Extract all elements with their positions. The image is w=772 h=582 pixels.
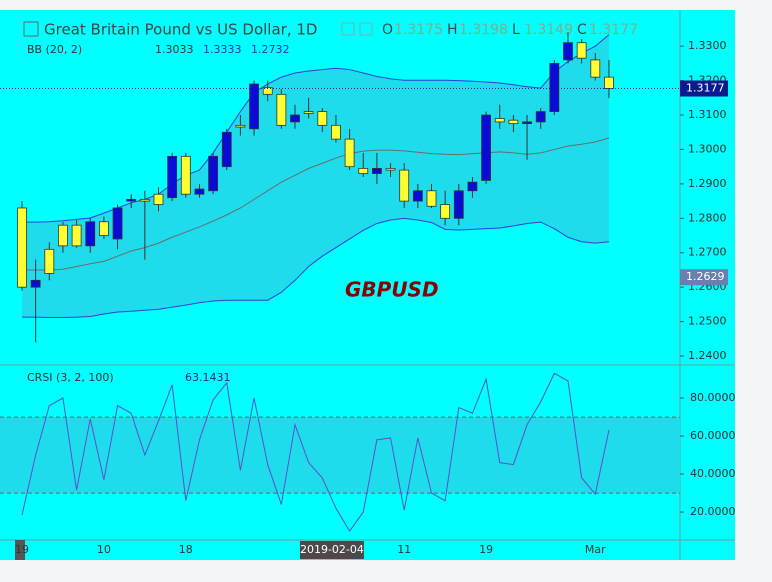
ohlc-value: 1.3198 bbox=[459, 22, 508, 38]
corner-marker bbox=[15, 540, 25, 560]
candle-body bbox=[604, 76, 614, 89]
marker-box bbox=[680, 269, 728, 286]
candle-body bbox=[290, 114, 300, 123]
candle-body bbox=[167, 155, 178, 199]
candle-body bbox=[139, 198, 150, 202]
candle-body bbox=[535, 111, 546, 123]
y-tick-label: 1.2800 bbox=[688, 211, 727, 224]
y-tick-label: 60.0000 bbox=[690, 429, 736, 442]
candle-body bbox=[331, 124, 341, 140]
band-fill bbox=[22, 34, 609, 318]
candle-body bbox=[17, 207, 27, 288]
y-tick-label: 1.2500 bbox=[688, 315, 727, 328]
x-tick-label: 19 bbox=[479, 543, 493, 556]
candle-body bbox=[399, 169, 410, 202]
candle-body bbox=[481, 114, 492, 181]
candle-body bbox=[262, 87, 273, 95]
indicator-value: 1.3033 bbox=[155, 43, 194, 56]
x-tick-label: 10 bbox=[97, 543, 111, 556]
y-tick-label: 1.2400 bbox=[688, 349, 727, 362]
y-tick-label: 40.0000 bbox=[690, 467, 736, 480]
y-tick-label: 20.0000 bbox=[690, 505, 736, 518]
candle-body bbox=[412, 190, 423, 202]
ohlc-label: H bbox=[447, 22, 458, 38]
candle-body bbox=[221, 131, 232, 168]
candle-body bbox=[358, 167, 369, 174]
icon bbox=[359, 22, 373, 36]
x-tick-label: 2019-02-04 bbox=[300, 543, 364, 556]
candle-body bbox=[317, 111, 328, 126]
candle-body bbox=[453, 190, 464, 219]
candle-body bbox=[508, 119, 519, 125]
candle-body bbox=[85, 221, 96, 247]
ohlc-label: L bbox=[512, 22, 520, 38]
indicator-value: 1.3333 bbox=[203, 43, 242, 56]
candle-body bbox=[276, 93, 287, 126]
indicator-value: 63.1431 bbox=[185, 371, 231, 384]
candle-body bbox=[426, 190, 437, 207]
y-tick-label: 1.3000 bbox=[688, 142, 727, 155]
candle-body bbox=[576, 42, 587, 59]
candle-body bbox=[385, 167, 396, 171]
candle-body bbox=[235, 124, 246, 128]
bb-lower bbox=[22, 217, 610, 318]
candle-body bbox=[58, 224, 68, 247]
candle-body bbox=[30, 279, 41, 288]
candle-body bbox=[249, 83, 259, 130]
ohlc-value: 1.3177 bbox=[589, 22, 638, 38]
ohlc-value: 1.3149 bbox=[524, 22, 573, 38]
price-label: 1.3177 bbox=[686, 82, 725, 95]
candle-body bbox=[194, 188, 205, 195]
rsi-line bbox=[21, 372, 610, 532]
x-tick-label: 19 bbox=[15, 543, 29, 556]
bb-upper bbox=[22, 34, 610, 223]
x-tick-label: Mar bbox=[585, 543, 606, 556]
candle-body bbox=[99, 221, 109, 236]
watermark: GBPUSD bbox=[345, 278, 439, 302]
x-tick-label: 11 bbox=[397, 543, 411, 556]
indicator-title: CRSI (3, 2, 100) bbox=[27, 371, 114, 384]
candle-body bbox=[208, 155, 219, 192]
candle-body bbox=[371, 167, 382, 174]
candle-body bbox=[126, 198, 137, 202]
bb-basis bbox=[22, 137, 610, 271]
symbol-icon bbox=[23, 21, 39, 37]
x-tick-label: 18 bbox=[179, 543, 193, 556]
candle-body bbox=[522, 121, 532, 125]
candle-body bbox=[344, 138, 355, 168]
y-tick-label: 1.2900 bbox=[688, 177, 727, 190]
candle-body bbox=[112, 207, 123, 240]
price-box bbox=[680, 80, 728, 97]
indicator-value: 1.2732 bbox=[251, 43, 290, 56]
ohlc-label: C bbox=[577, 22, 587, 38]
marker-label: 1.2629 bbox=[686, 270, 725, 283]
candle-body bbox=[440, 204, 451, 219]
indicator-title: BB (20, 2) bbox=[27, 43, 82, 56]
y-tick-label: 1.3100 bbox=[688, 108, 727, 121]
candle-body bbox=[590, 59, 601, 78]
candle-body bbox=[549, 62, 560, 112]
y-tick-label: 80.0000 bbox=[690, 391, 736, 404]
candle-body bbox=[180, 155, 191, 195]
candle-body bbox=[71, 224, 82, 247]
y-tick-label: 1.3300 bbox=[688, 39, 727, 52]
candle-body bbox=[153, 193, 164, 205]
candle-body bbox=[303, 111, 314, 114]
icon bbox=[341, 22, 355, 36]
ohlc-value: 1.3175 bbox=[394, 22, 443, 38]
chart-title: Great Britain Pound vs US Dollar, 1D bbox=[44, 21, 317, 39]
candle-body bbox=[563, 42, 573, 61]
candle-body bbox=[494, 118, 505, 123]
candle-body bbox=[467, 181, 478, 192]
crosshair-box bbox=[299, 541, 364, 559]
candle-body bbox=[44, 248, 55, 274]
y-tick-label: 1.2700 bbox=[688, 246, 727, 259]
ohlc-label: O bbox=[382, 22, 393, 38]
